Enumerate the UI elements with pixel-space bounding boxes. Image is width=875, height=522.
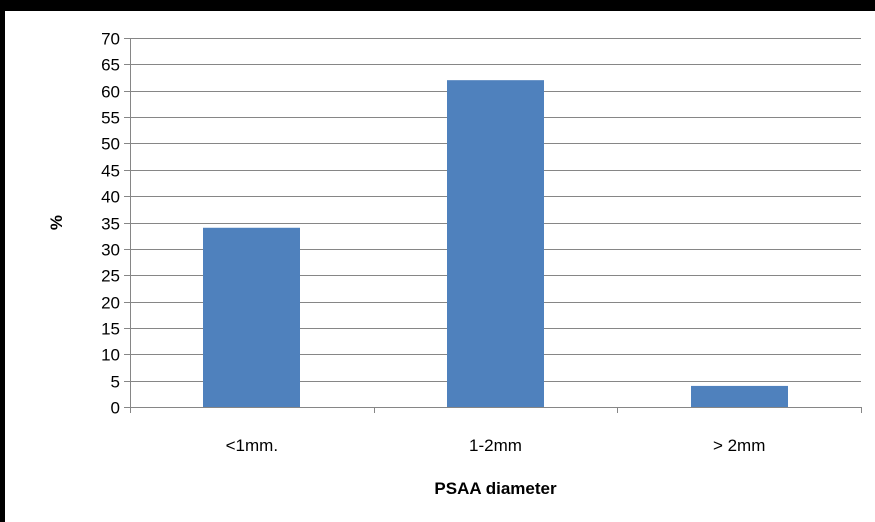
bars	[203, 80, 788, 407]
x-tick-label: > 2mm	[713, 436, 765, 455]
y-tick-label: 5	[111, 373, 120, 392]
y-tick-label: 55	[101, 109, 120, 128]
bar	[203, 228, 300, 407]
bar	[447, 80, 544, 407]
y-tick-label: 20	[101, 294, 120, 313]
y-tick-label: 30	[101, 241, 120, 260]
y-tick-label: 50	[101, 135, 120, 154]
y-tick-label: 15	[101, 320, 120, 339]
x-tick-label: 1-2mm	[469, 436, 522, 455]
y-axis-title: %	[47, 215, 66, 230]
y-tick-label: 25	[101, 267, 120, 286]
x-tick-label: <1mm.	[226, 436, 278, 455]
y-tick-label: 0	[111, 399, 120, 418]
x-tick-labels: <1mm. 1-2mm > 2mm	[226, 436, 766, 455]
y-tick-label: 35	[101, 215, 120, 234]
y-tick-label: 10	[101, 346, 120, 365]
y-tick-label: 40	[101, 188, 120, 207]
bar	[691, 386, 788, 407]
y-tick-label: 65	[101, 56, 120, 75]
y-tick-label: 60	[101, 83, 120, 102]
y-tick-label: 70	[101, 30, 120, 49]
x-axis-title: PSAA diameter	[434, 479, 557, 498]
y-tick-label: 45	[101, 162, 120, 181]
y-tick-labels: 0 5 10 15 20 25 30 35 40 45 50 55 60 65 70	[101, 30, 120, 418]
